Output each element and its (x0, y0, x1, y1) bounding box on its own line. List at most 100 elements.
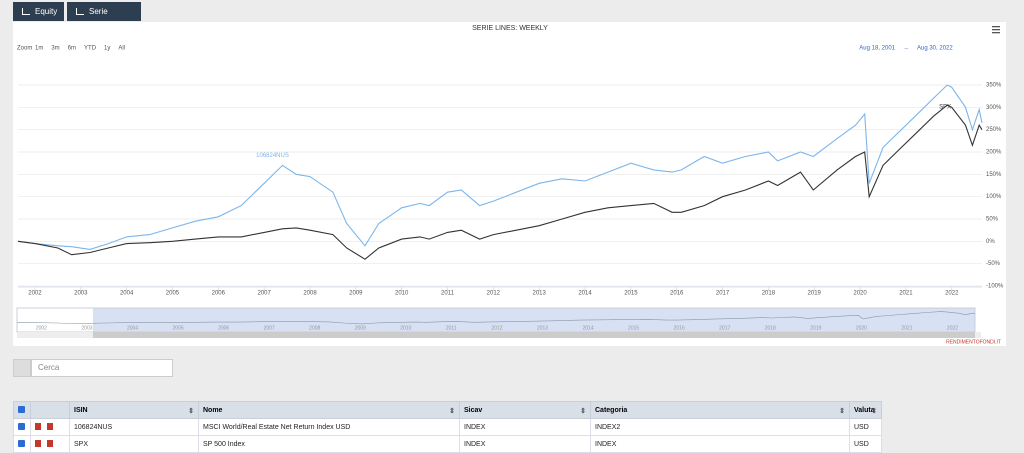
navigator-label: 2013 (537, 325, 548, 331)
search-icon[interactable] (13, 359, 31, 377)
y-tick-label: 200% (986, 150, 1002, 156)
zoom-button[interactable]: 1m (35, 46, 43, 52)
cell: INDEX (590, 435, 850, 453)
y-tick-label: 250% (986, 127, 1002, 133)
chart-panel: SERIE LINES: WEEKLY Zoom Aug 18, 2001 → … (13, 22, 1006, 346)
x-tick-label: 2018 (762, 291, 776, 297)
x-tick-label: 2014 (578, 291, 592, 297)
navigator-label: 2010 (400, 325, 411, 331)
y-tick-label: 0% (986, 239, 995, 245)
navigator-label: 2002 (36, 325, 47, 331)
header-row: ISIN Nome Sicav Categoria Valuta (13, 401, 882, 419)
y-tick-label: -50% (986, 261, 1001, 267)
date-arrow: → (903, 46, 909, 52)
navigator-label: 2014 (583, 325, 594, 331)
column-header[interactable]: Nome (198, 401, 460, 419)
navigator-label: 2003 (81, 325, 92, 331)
row-actions[interactable] (30, 435, 70, 453)
cell: INDEX (459, 435, 591, 453)
navigator-label: 2017 (719, 325, 730, 331)
series-line (17, 84, 983, 250)
x-tick-label: 2012 (487, 291, 501, 297)
x-tick-label: 2002 (28, 291, 42, 297)
y-tick-label: 350% (986, 83, 1002, 89)
navigator-label: 2021 (901, 325, 912, 331)
x-tick-label: 2003 (74, 291, 88, 297)
column-header[interactable]: Sicav (459, 401, 591, 419)
navigator-selection[interactable] (93, 308, 975, 332)
cell: USD (849, 418, 882, 436)
x-tick-label: 2016 (670, 291, 684, 297)
column-header[interactable]: Categoria (590, 401, 850, 419)
x-tick-label: 2011 (441, 291, 455, 297)
navigator-label: 2006 (218, 325, 229, 331)
navigator-label: 2015 (628, 325, 639, 331)
x-tick-label: 2013 (533, 291, 547, 297)
menu-icon[interactable] (992, 26, 1000, 34)
x-tick-label: 2009 (349, 291, 363, 297)
navigator-line (16, 311, 976, 325)
navigator-label: 2020 (856, 325, 867, 331)
scrollbar-thumb[interactable] (93, 332, 975, 338)
select-all[interactable] (13, 401, 31, 419)
zoom-button[interactable]: YTD (84, 46, 97, 52)
navigator-label: 2016 (674, 325, 685, 331)
cell: SP 500 Index (198, 435, 460, 453)
credit: RENDIMENTOFONDI.IT (946, 339, 1001, 345)
row-checkbox[interactable] (13, 418, 31, 436)
serie-storica-button[interactable]: Serie storica (67, 2, 141, 35)
x-tick-label: 2010 (395, 291, 409, 297)
x-tick-label: 2015 (624, 291, 638, 297)
navigator-label: 2012 (491, 325, 502, 331)
cell: INDEX (459, 418, 591, 436)
zoom-button[interactable]: 6m (68, 46, 76, 52)
row-actions[interactable] (30, 418, 70, 436)
x-tick-label: 2017 (716, 291, 730, 297)
x-tick-label: 2020 (853, 291, 867, 297)
x-tick-label: 2021 (899, 291, 913, 297)
navigator-label: 2007 (264, 325, 275, 331)
x-tick-label: 2022 (945, 291, 959, 297)
zoom-button[interactable]: 1y (104, 46, 110, 52)
cell: USD (849, 435, 882, 453)
navigator-label: 2011 (446, 325, 457, 331)
y-tick-label: 100% (986, 194, 1002, 200)
row: 106824NUS MSCI World/Real Estate Net Ret… (13, 418, 882, 436)
series-label: SPX (939, 105, 951, 111)
x-tick-label: 2005 (166, 291, 180, 297)
zoom-button[interactable]: All (118, 46, 125, 52)
navigator-label: 2004 (127, 325, 138, 331)
table: ISIN Nome Sicav Categoria Valuta 106824N… (13, 401, 882, 453)
icon-header (30, 401, 70, 419)
row: SPX SP 500 Index INDEX INDEX USD (13, 435, 882, 453)
date-to: Aug 30, 2022 (917, 46, 953, 52)
search-input[interactable]: Cerca (31, 359, 173, 377)
x-tick-label: 2004 (120, 291, 134, 297)
equity-button[interactable]: Equity (13, 2, 64, 21)
series-line (17, 104, 983, 260)
y-tick-label: 150% (986, 172, 1002, 178)
column-header[interactable]: Valuta (849, 401, 882, 419)
navigator-label: 2022 (947, 325, 958, 331)
navigator-label: 2018 (765, 325, 776, 331)
y-tick-label: 300% (986, 105, 1002, 111)
date-from: Aug 18, 2001 (859, 46, 895, 52)
zoom-button[interactable]: 3m (51, 46, 59, 52)
chart: SERIE LINES: WEEKLY Zoom Aug 18, 2001 → … (16, 25, 1004, 345)
chart-title: SERIE LINES: WEEKLY (472, 25, 548, 32)
cell: SPX (69, 435, 199, 453)
y-tick-label: 50% (986, 217, 999, 223)
navigator-label: 2005 (173, 325, 184, 331)
cell: INDEX2 (590, 418, 850, 436)
x-tick-label: 2019 (808, 291, 822, 297)
row-checkbox[interactable] (13, 435, 31, 453)
x-tick-label: 2007 (257, 291, 271, 297)
navigator-label: 2019 (810, 325, 821, 331)
cell: 106824NUS (69, 418, 199, 436)
column-header[interactable]: ISIN (69, 401, 199, 419)
y-tick-label: -100% (986, 284, 1004, 290)
x-tick-label: 2008 (303, 291, 317, 297)
navigator-label: 2008 (309, 325, 320, 331)
x-tick-label: 2006 (212, 291, 226, 297)
